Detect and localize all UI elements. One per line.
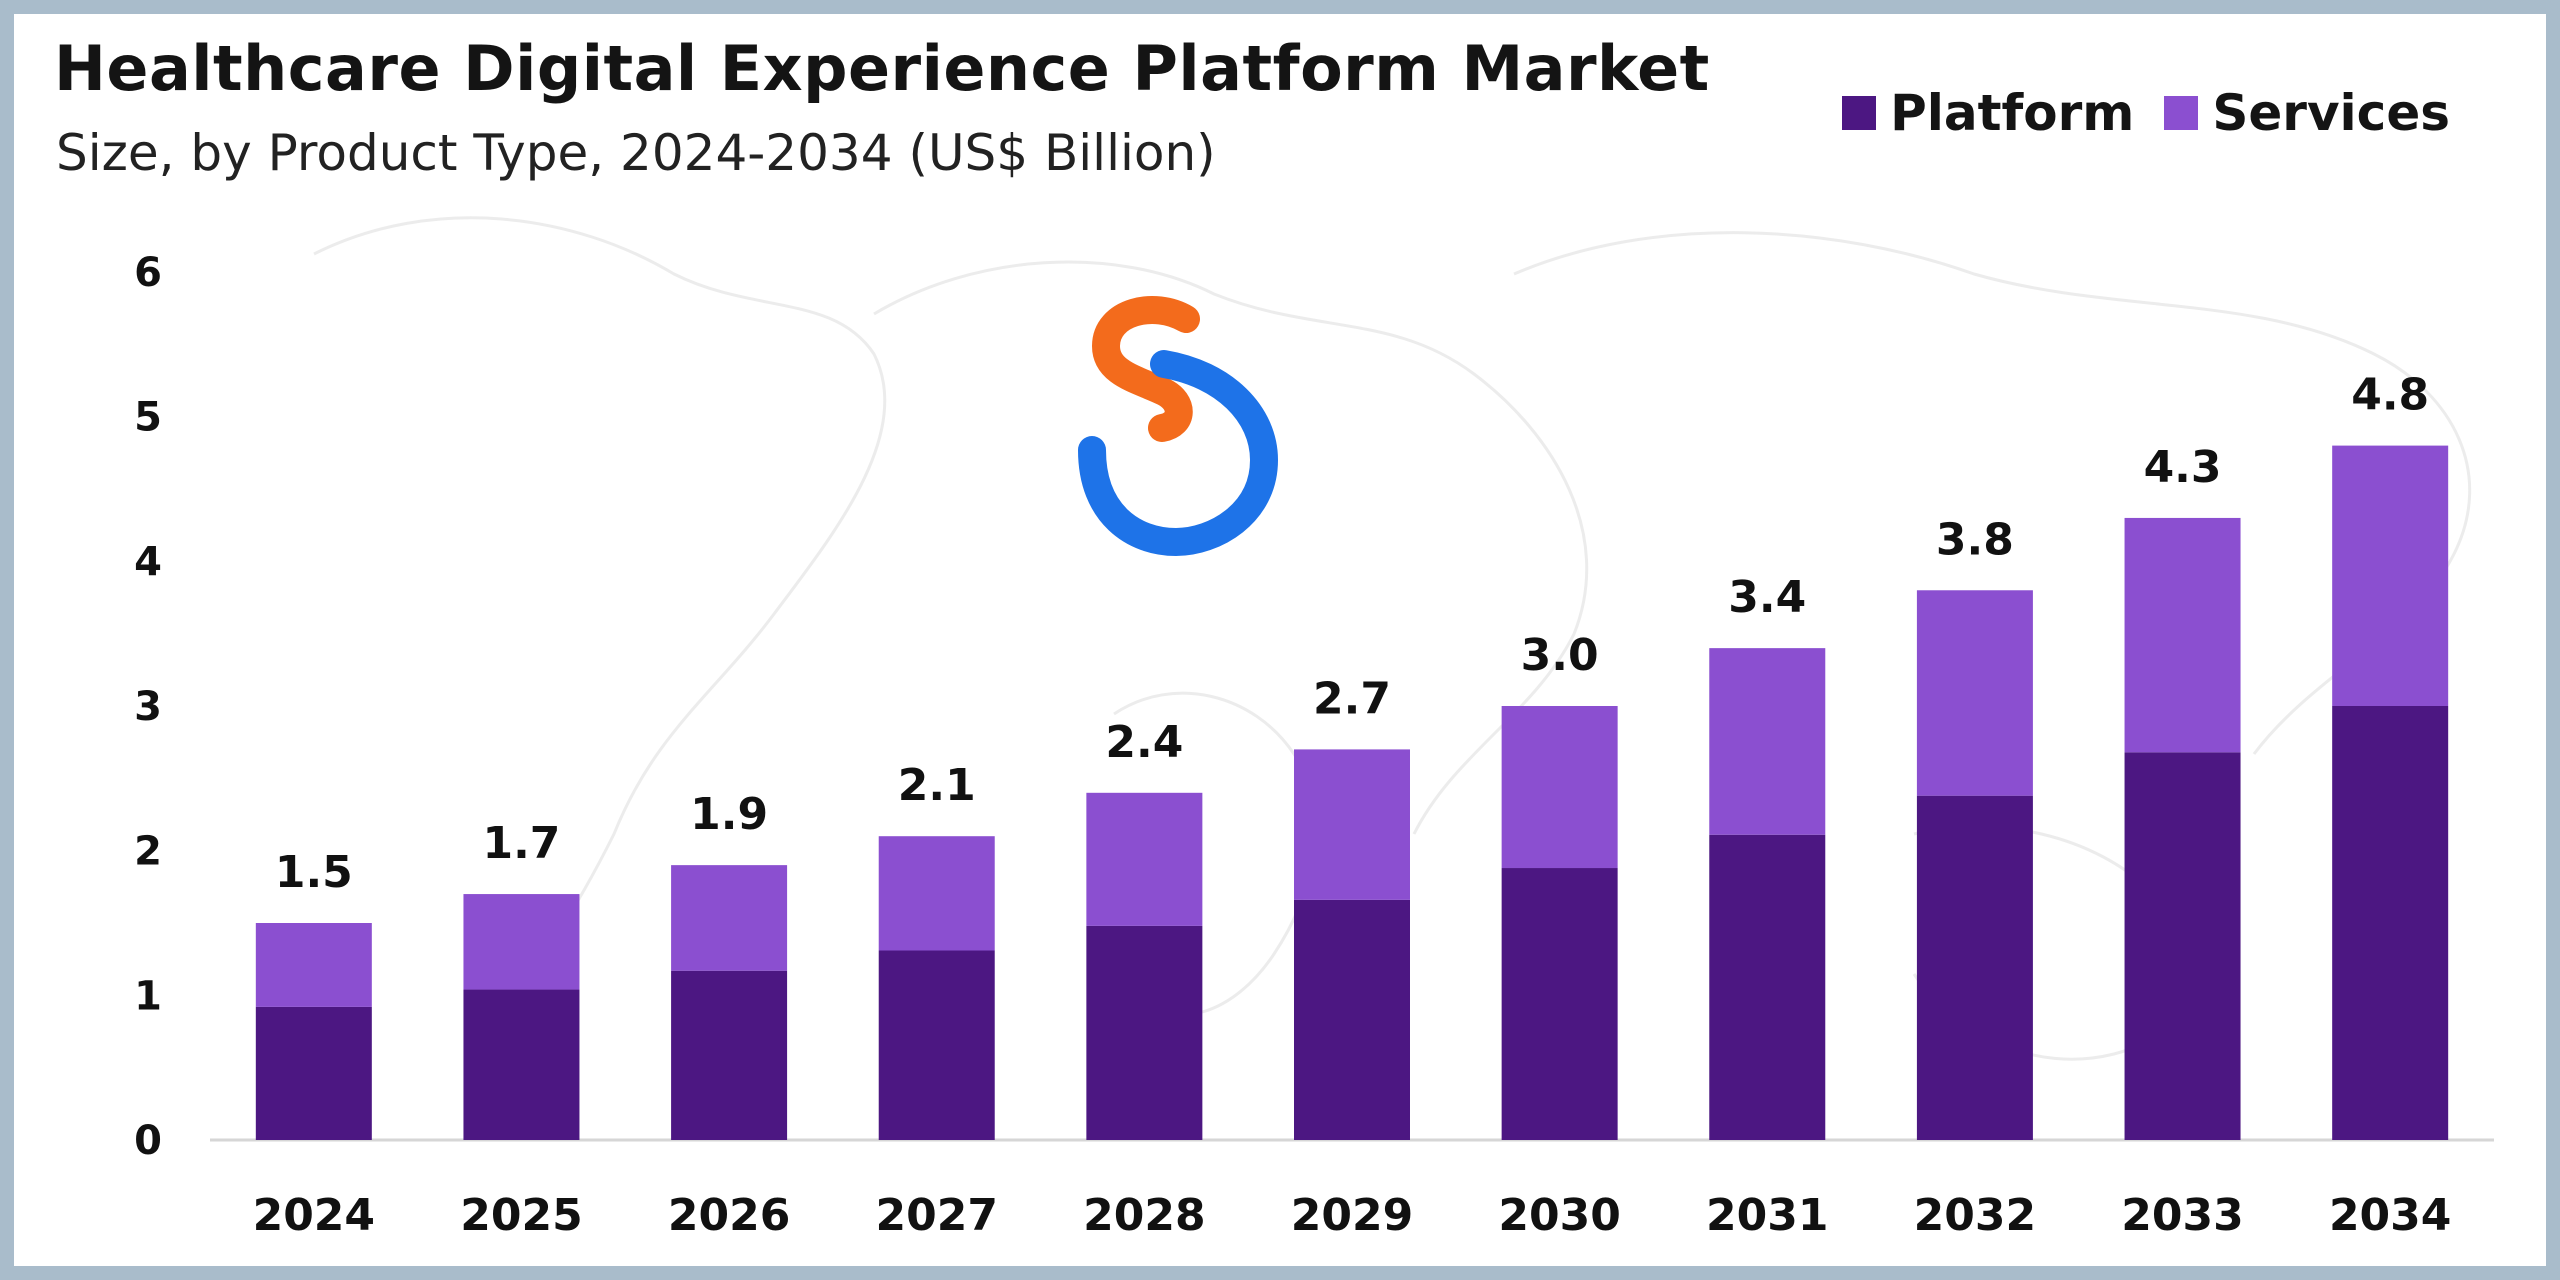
bar-services-2024 — [255, 923, 372, 1007]
legend-swatch-services — [2164, 96, 2199, 130]
legend-swatch-platform — [1842, 96, 1877, 130]
chart-title: Healthcare Digital Experience Platform M… — [54, 32, 1710, 105]
bar-platform-2027 — [878, 950, 995, 1140]
chart-frame: Healthcare Digital Experience Platform M… — [14, 14, 2546, 1266]
x-tick-label-2024: 2024 — [253, 1190, 375, 1241]
data-label-total-2028: 2.4 — [1105, 717, 1183, 768]
data-label-total-2034: 4.8 — [2351, 370, 2429, 421]
bar-platform-2026 — [671, 970, 788, 1140]
bar-services-2026 — [671, 865, 788, 971]
y-tick-label: 2 — [134, 829, 162, 875]
data-label-total-2031: 3.4 — [1728, 572, 1806, 623]
data-label-total-2030: 3.0 — [1521, 630, 1599, 681]
legend-label-services: Services — [2212, 84, 2450, 142]
y-tick-label: 0 — [134, 1118, 162, 1164]
data-label-total-2025: 1.7 — [482, 818, 560, 869]
chart-subtitle: Size, by Product Type, 2024-2034 (US$ Bi… — [56, 124, 1216, 182]
x-tick-label-2025: 2025 — [460, 1190, 582, 1241]
bar-platform-2033 — [2124, 752, 2241, 1140]
chart-legend: Platform Services — [1842, 84, 2450, 142]
logo-orange-arc — [1091, 296, 1200, 442]
brand-logo-icon — [1078, 296, 1279, 557]
bar-platform-2028 — [1086, 925, 1203, 1140]
logo-blue-arc — [1078, 350, 1279, 557]
data-label-total-2024: 1.5 — [275, 847, 353, 898]
legend-item-services: Services — [2164, 84, 2450, 142]
y-tick-label: 5 — [134, 395, 162, 441]
x-tick-label-2031: 2031 — [1706, 1190, 1828, 1241]
data-label-total-2026: 1.9 — [690, 789, 768, 840]
data-label-total-2027: 2.1 — [898, 760, 976, 811]
bar-services-2032 — [1916, 590, 2033, 796]
bar-services-2027 — [878, 836, 995, 951]
data-label-total-2032: 3.8 — [1936, 514, 2014, 565]
bar-platform-2024 — [255, 1006, 372, 1140]
bar-platform-2025 — [463, 989, 580, 1140]
bar-services-2034 — [2332, 445, 2449, 706]
x-tick-label-2034: 2034 — [2329, 1190, 2451, 1241]
data-label-total-2033: 4.3 — [2144, 442, 2222, 493]
legend-item-platform: Platform — [1842, 84, 2134, 142]
bar-services-2025 — [463, 894, 580, 990]
bar-services-2031 — [1709, 648, 1826, 835]
y-tick-label: 3 — [134, 684, 162, 730]
bar-platform-2030 — [1501, 868, 1618, 1140]
x-tick-label-2032: 2032 — [1914, 1190, 2036, 1241]
bar-platform-2034 — [2332, 706, 2449, 1140]
x-tick-label-2028: 2028 — [1083, 1190, 1205, 1241]
x-tick-label-2030: 2030 — [1498, 1190, 1620, 1241]
y-tick-label: 1 — [134, 973, 162, 1019]
y-tick-label: 6 — [134, 250, 162, 296]
data-label-total-2029: 2.7 — [1313, 673, 1391, 724]
legend-label-platform: Platform — [1890, 84, 2135, 142]
bar-platform-2029 — [1294, 899, 1410, 1140]
bar-chart: 0 1 2 3 4 5 6 1.5 2024 1.7 2025 1.9 2026 2.1 2027 2.4 2… — [134, 250, 2494, 1241]
bar-platform-2031 — [1709, 834, 1826, 1140]
bar-services-2030 — [1501, 706, 1618, 869]
bar-services-2028 — [1086, 792, 1203, 926]
x-tick-label-2033: 2033 — [2121, 1190, 2243, 1241]
bar-platform-2032 — [1916, 795, 2033, 1140]
x-tick-label-2029: 2029 — [1291, 1190, 1413, 1241]
x-tick-label-2026: 2026 — [668, 1190, 790, 1241]
y-tick-label: 4 — [134, 539, 162, 585]
bar-services-2029 — [1294, 749, 1410, 900]
bar-services-2033 — [2124, 517, 2241, 753]
x-tick-label-2027: 2027 — [875, 1190, 997, 1241]
